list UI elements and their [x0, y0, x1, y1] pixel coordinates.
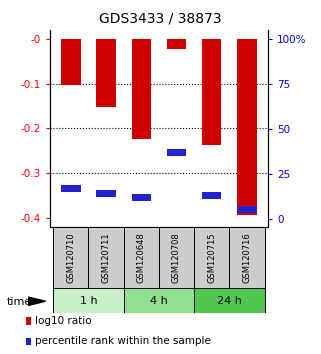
Bar: [96, 190, 116, 197]
Text: time: time: [7, 297, 32, 307]
FancyBboxPatch shape: [124, 227, 159, 289]
Text: GDS3433 / 38873: GDS3433 / 38873: [99, 12, 222, 26]
Bar: [237, 39, 256, 215]
Bar: [132, 194, 151, 201]
Bar: [96, 39, 116, 107]
Text: 1 h: 1 h: [80, 296, 97, 306]
Text: percentile rank within the sample: percentile rank within the sample: [35, 336, 211, 346]
Text: GSM120715: GSM120715: [207, 232, 216, 283]
Bar: [61, 184, 81, 192]
Bar: [61, 39, 81, 85]
Bar: [202, 39, 221, 145]
FancyBboxPatch shape: [194, 227, 229, 289]
Bar: [132, 39, 151, 139]
Text: GSM120708: GSM120708: [172, 232, 181, 283]
Text: GSM120711: GSM120711: [101, 232, 111, 283]
FancyBboxPatch shape: [229, 227, 265, 289]
Text: 24 h: 24 h: [217, 296, 242, 306]
Text: GSM120648: GSM120648: [137, 232, 146, 283]
Bar: [237, 206, 256, 213]
FancyBboxPatch shape: [124, 288, 194, 313]
FancyBboxPatch shape: [89, 227, 124, 289]
FancyBboxPatch shape: [159, 227, 194, 289]
Text: 4 h: 4 h: [150, 296, 168, 306]
Bar: [167, 39, 186, 49]
FancyBboxPatch shape: [53, 227, 89, 289]
FancyBboxPatch shape: [53, 288, 124, 313]
Text: GSM120716: GSM120716: [242, 232, 251, 283]
Polygon shape: [28, 297, 46, 306]
Bar: [167, 149, 186, 156]
Text: GSM120710: GSM120710: [66, 232, 75, 283]
Bar: [202, 192, 221, 199]
Text: log10 ratio: log10 ratio: [35, 316, 91, 326]
FancyBboxPatch shape: [194, 288, 265, 313]
